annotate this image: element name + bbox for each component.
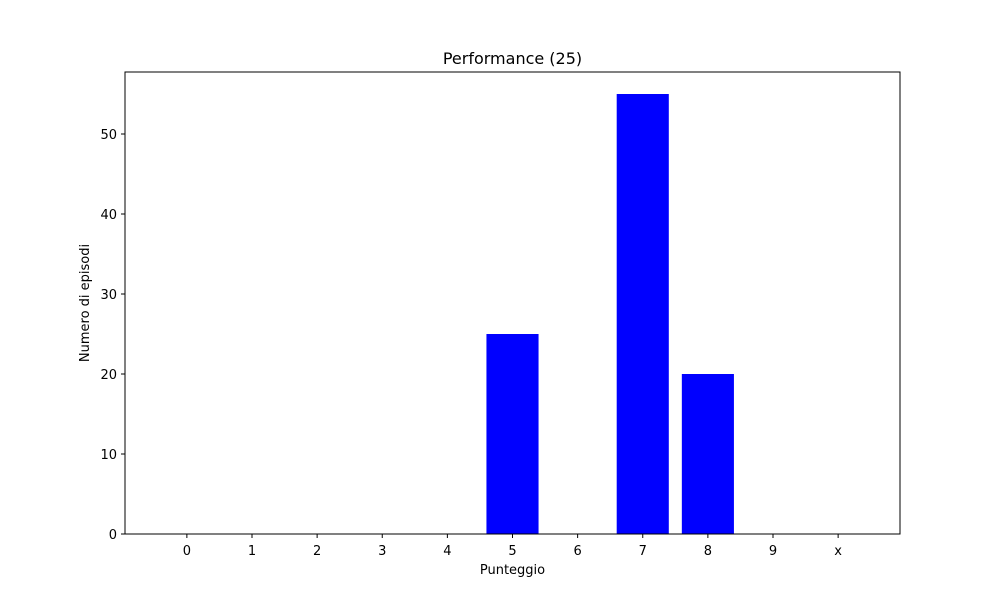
y-axis-ticks: 0 10 20 30 40 50 — [100, 128, 125, 543]
x-tick-label: 8 — [704, 544, 712, 559]
x-tick-label: x — [834, 544, 842, 559]
y-tick-label: 30 — [100, 288, 117, 303]
x-tick-label: 2 — [313, 544, 321, 559]
y-axis-label: Numero di episodi — [78, 244, 93, 362]
x-tick-label: 1 — [248, 544, 256, 559]
x-tick-label: 3 — [378, 544, 386, 559]
x-tick-label: 4 — [443, 544, 451, 559]
x-tick-label: 9 — [769, 544, 777, 559]
y-tick-label: 20 — [100, 368, 117, 383]
plot-frame — [124, 71, 901, 535]
y-tick-label: 0 — [109, 528, 117, 543]
y-tick-label: 10 — [100, 448, 117, 463]
x-axis-label: Punteggio — [480, 563, 545, 578]
bars-group — [486, 94, 734, 534]
x-axis-ticks: 0 1 2 3 4 5 6 7 8 9 x — [183, 534, 842, 559]
y-tick-label: 50 — [100, 128, 117, 143]
bar-7 — [616, 94, 669, 534]
x-tick-label: 0 — [183, 544, 191, 559]
x-tick-label: 6 — [573, 544, 581, 559]
x-tick-label: 7 — [639, 544, 647, 559]
chart-title: Performance (25) — [443, 49, 582, 68]
bar-5 — [486, 334, 539, 534]
x-tick-label: 5 — [508, 544, 516, 559]
y-tick-label: 40 — [100, 208, 117, 223]
bar-8 — [681, 374, 734, 534]
